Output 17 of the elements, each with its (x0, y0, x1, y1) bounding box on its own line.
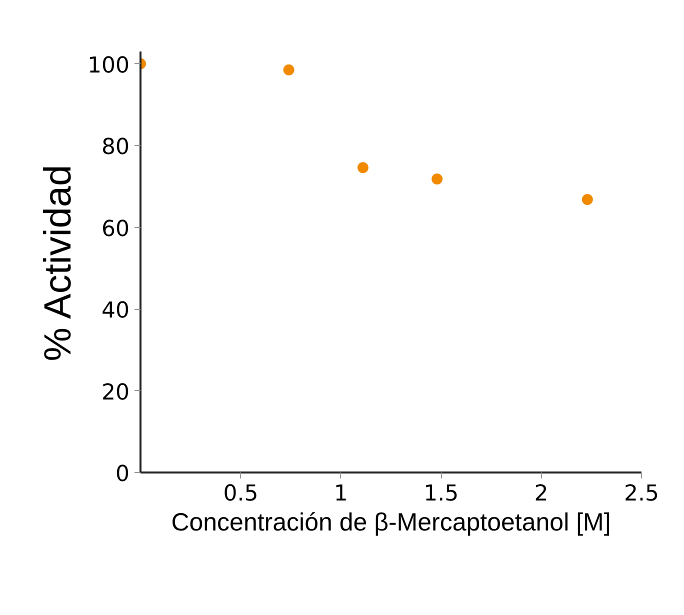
x-tick-label: 1 (334, 482, 348, 506)
y-tick-label: 100 (88, 53, 130, 78)
point (283, 64, 294, 76)
y-tick-label: 20 (102, 380, 130, 406)
x-tick-label: 0.5 (223, 482, 258, 506)
x-tick-label: 2.5 (624, 482, 660, 506)
y-tick-label: 0 (116, 462, 130, 487)
y-axis-title: % Actividad (38, 164, 80, 362)
point (357, 162, 368, 174)
y-tick-label: 80 (102, 135, 130, 160)
x-tick-label: 1.5 (424, 482, 459, 506)
y-tick-label: 60 (102, 216, 130, 242)
x-tick-label: 2 (534, 482, 548, 506)
point (582, 194, 593, 205)
point (432, 174, 443, 185)
y-tick-label: 40 (102, 298, 130, 324)
x-axis-title: Concentración de β-Mercaptoetanol [M] (171, 508, 611, 536)
